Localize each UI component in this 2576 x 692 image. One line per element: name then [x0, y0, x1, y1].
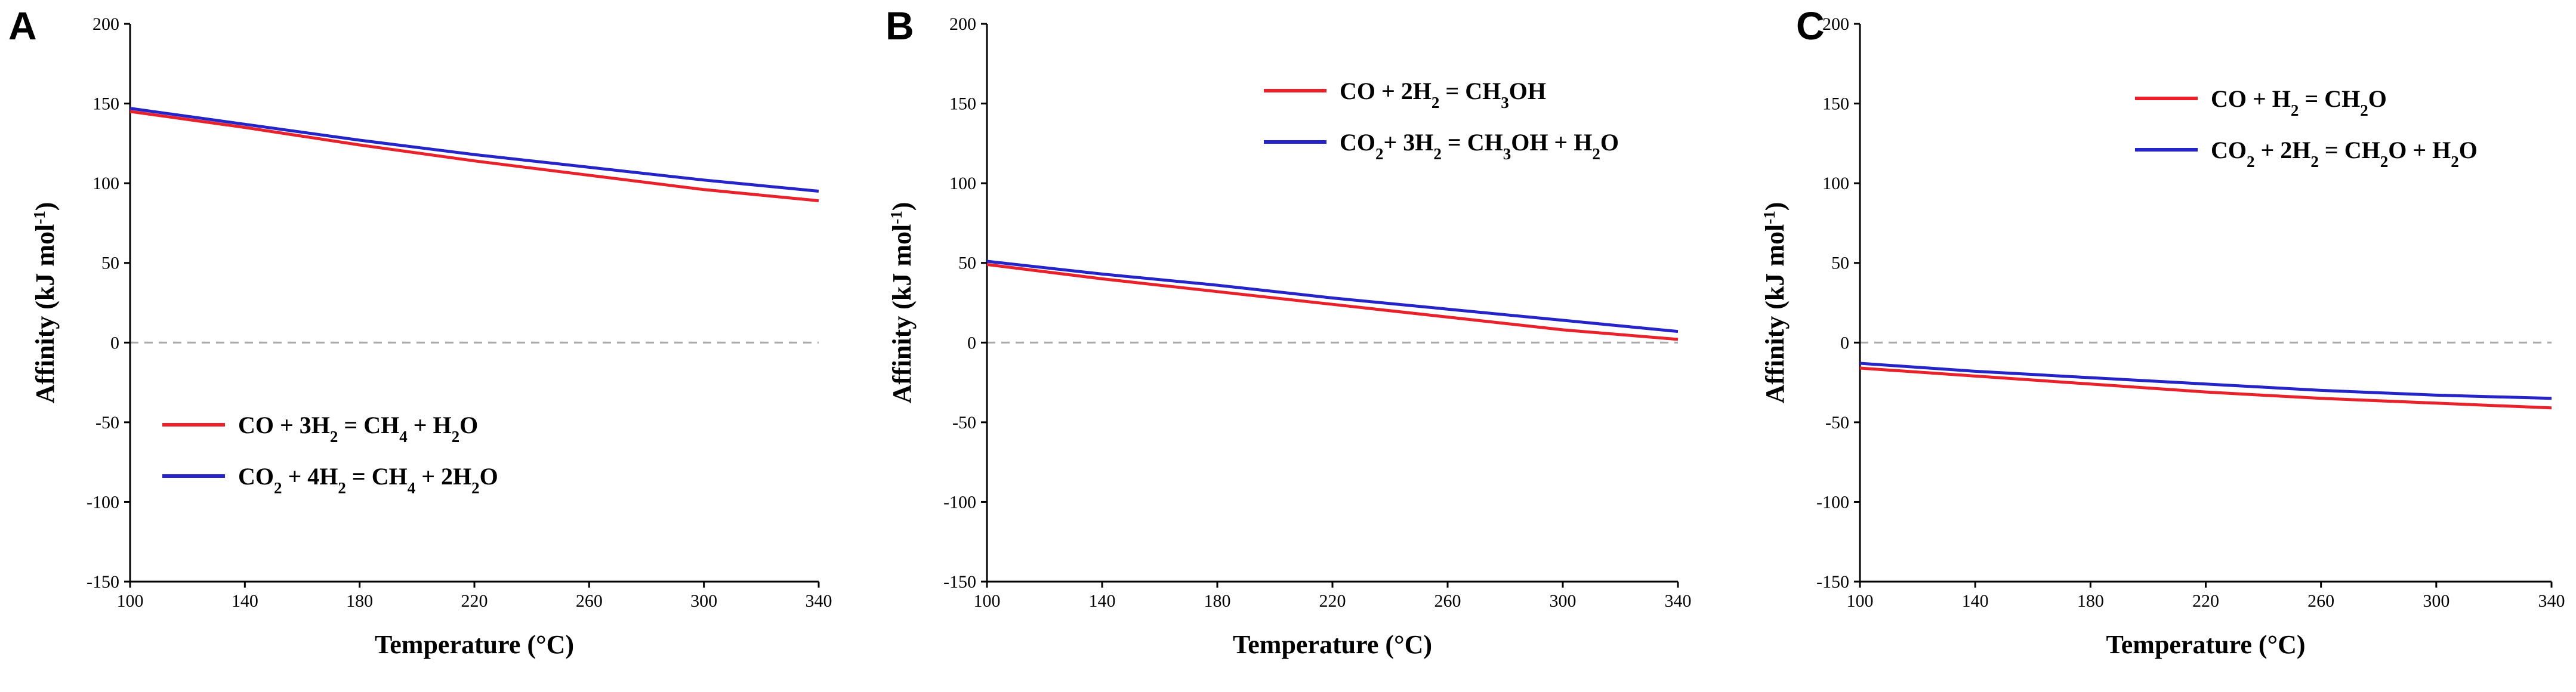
- y-tick-label: 0: [1840, 333, 1849, 353]
- y-tick-label: -150: [87, 572, 119, 592]
- legend-entry: CO2 + 2H2 = CH2O + H2O: [2211, 137, 2478, 171]
- y-tick-label: 150: [949, 94, 976, 114]
- legend-entry: CO + 3H2 = CH4 + H2O: [238, 412, 478, 446]
- x-axis-title: Temperature (°C): [1233, 630, 1432, 659]
- x-axis-title: Temperature (°C): [2106, 630, 2305, 659]
- y-tick-label: -100: [943, 492, 976, 512]
- y-axis-title: Affinity (kJ mol-1): [887, 202, 917, 404]
- y-tick-label: 0: [110, 333, 119, 353]
- series-line-2: [1859, 362, 2552, 400]
- series-line-1: [129, 110, 819, 202]
- legend-entry: CO + H2 = CH2O: [2211, 85, 2387, 119]
- x-tick-label: 100: [117, 591, 144, 611]
- chart-panel-a: A -150 -100 -50 0 50 100 150 200 100 140 180 220 260 3…: [8, 4, 832, 659]
- x-tick-label: 260: [2307, 591, 2334, 611]
- series-line-1: [1859, 366, 2552, 410]
- y-tick-label: 50: [1831, 254, 1849, 273]
- x-tick-label: 140: [1962, 591, 1989, 611]
- y-tick-label: 50: [101, 254, 119, 273]
- y-tick-label: 50: [958, 254, 976, 273]
- x-tick-label: 340: [806, 591, 832, 611]
- x-tick-label: 340: [1665, 591, 1692, 611]
- series-line-2: [129, 107, 819, 193]
- y-tick-label: 150: [1822, 94, 1849, 114]
- y-tick-label: -50: [952, 413, 976, 432]
- y-tick-label: 100: [1822, 174, 1849, 193]
- x-tick-label: 100: [974, 591, 1001, 611]
- x-tick-label: 260: [576, 591, 603, 611]
- panel-label: B: [886, 4, 914, 48]
- x-tick-label: 300: [1550, 591, 1577, 611]
- panel-label: C: [1796, 4, 1825, 48]
- x-tick-label: 220: [2192, 591, 2219, 611]
- y-tick-label: -150: [943, 572, 976, 592]
- y-axis-title: Affinity (kJ mol-1): [30, 202, 60, 404]
- y-tick-label: 150: [92, 94, 119, 114]
- x-tick-label: 180: [346, 591, 373, 611]
- y-tick-label: -150: [1816, 572, 1849, 592]
- y-tick-label: 100: [92, 174, 119, 193]
- y-tick-label: 0: [967, 333, 976, 353]
- y-axis-title: Affinity (kJ mol-1): [1760, 202, 1790, 404]
- x-tick-label: 300: [690, 591, 717, 611]
- y-tick-label: -100: [87, 492, 119, 512]
- x-tick-label: 220: [461, 591, 488, 611]
- y-tick-label: -50: [95, 413, 119, 432]
- legend-entry: CO2 + 4H2 = CH4 + 2H2O: [238, 463, 498, 497]
- y-tick-label: 200: [92, 14, 119, 34]
- y-tick-label: 100: [949, 174, 976, 193]
- y-tick-label: 200: [949, 14, 976, 34]
- x-tick-label: 140: [232, 591, 258, 611]
- x-tick-label: 100: [1847, 591, 1874, 611]
- x-tick-label: 140: [1089, 591, 1116, 611]
- panel-label: A: [8, 4, 37, 48]
- x-tick-label: 220: [1319, 591, 1346, 611]
- series-line-2: [986, 260, 1679, 333]
- x-tick-label: 300: [2423, 591, 2449, 611]
- chart-panel-c: C -150 -100 -50 0 50 100 150 200 100 140 180 220 260 3…: [1760, 4, 2565, 659]
- x-tick-label: 260: [1434, 591, 1461, 611]
- series-line-1: [986, 262, 1679, 341]
- legend-entry: CO + 2H2 = CH3OH: [1340, 78, 1546, 112]
- x-tick-label: 180: [2077, 591, 2104, 611]
- x-axis-title: Temperature (°C): [375, 630, 574, 659]
- x-tick-label: 340: [2538, 591, 2565, 611]
- y-tick-label: -100: [1816, 492, 1849, 512]
- x-tick-label: 180: [1204, 591, 1231, 611]
- chart-panel-b: B -150 -100 -50 0 50 100 150 200 100 140 180 220 260 3…: [886, 4, 1692, 659]
- y-tick-label: 200: [1822, 14, 1849, 34]
- legend-entry: CO2+ 3H2 = CH3OH + H2O: [1340, 129, 1619, 163]
- y-tick-label: -50: [1825, 413, 1849, 432]
